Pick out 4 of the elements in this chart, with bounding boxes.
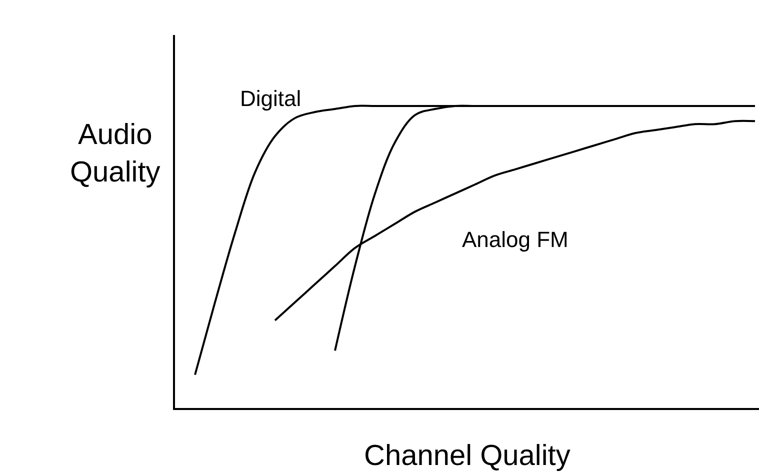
y-axis-title: Audio Quality — [70, 119, 161, 189]
series-label: Analog FM — [462, 227, 568, 252]
x-axis-title: Channel Quality — [364, 440, 571, 472]
series-label: Digital — [240, 86, 302, 111]
